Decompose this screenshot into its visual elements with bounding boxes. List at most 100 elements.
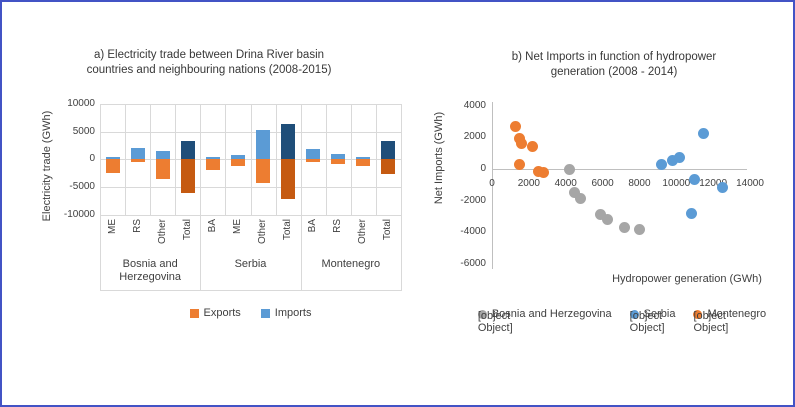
legend-item: Exports [189,307,241,319]
scatter-point [527,141,539,153]
legend-item: [object Object] Serbia [629,308,676,334]
legend-label: Bosnia and Herzegovina [491,308,612,320]
scatter-x-axis-title: Hydropower generation (GWh) [612,273,762,285]
legend-item: [object Object] Bosnia and Herzegovina [477,308,612,334]
bar-segment-exports [331,159,346,165]
legend-swatch-imports [260,308,270,318]
bar-category-label: Other [257,219,269,245]
legend-label: Imports [274,307,312,319]
legend-label: Montenegro [707,308,767,320]
scatter-point [619,221,631,233]
scatter-x-tick-label: 10000 [662,178,691,189]
scatter-y-tick-label: 0 [480,163,486,174]
bar-gridline [100,214,401,216]
scatter-chart: b) Net Imports in function of hydropower… [422,2,793,405]
bar-category-label: Total [181,219,193,241]
bar-category-label: RS [131,219,143,233]
bar-y-tick-label: -5000 [69,181,95,193]
legend-swatch: [object Object] [693,309,729,334]
bar-y-tick-label: -10000 [63,208,95,220]
bar-segment-exports [306,159,321,162]
scatter-x-tick-label: 2000 [517,178,540,189]
scatter-point [716,182,728,194]
bar-chart-title: a) Electricity trade between Drina River… [86,49,332,76]
legend-item: Imports [260,307,312,319]
bar-gridline [200,104,202,215]
bar-segment-exports [256,159,271,184]
scatter-x-tick-label: 12000 [699,178,728,189]
scatter-point [674,152,686,164]
group-separator [200,215,202,291]
bar-category-label: BA [307,219,319,233]
bar-category-label: ME [106,219,118,234]
bar-gridline [100,104,101,215]
bar-segment-exports [180,159,195,194]
bar-group-label: Serbia [234,258,267,270]
scatter-point [515,138,527,150]
scatter-point [601,214,613,226]
bar-legend: Exports Imports [100,307,401,319]
bar-segment-imports [306,148,321,160]
bar-gridline [250,104,252,215]
bar-segment-exports [230,159,245,167]
scatter-point [574,192,586,204]
bar-group-label: Montenegro [321,258,381,270]
scatter-y-tick-label: -2000 [460,194,486,206]
bar-gridline [300,104,302,215]
bar-segment-exports [155,159,170,180]
bar-segment-imports [356,157,371,160]
scatter-x-tick-label: 6000 [591,178,614,189]
bar-chart: a) Electricity trade between Drina River… [2,2,442,405]
scatter-y-tick-label: -4000 [460,226,486,238]
bar-gridline [325,104,327,215]
bar-segment-exports [281,159,296,200]
group-separator [100,215,101,291]
bar-y-tick-label: 5000 [72,125,95,137]
bar-segment-imports [155,150,170,160]
scatter-point [595,208,607,220]
scatter-chart-title: b) Net Imports in function of hydropower… [511,51,717,78]
bar-category-label: BA [206,219,218,233]
bar-segment-imports [381,141,396,160]
scatter-point [509,120,521,132]
scatter-point [633,223,645,235]
scatter-point [563,163,575,175]
scatter-point [514,158,526,170]
bar-segment-exports [381,159,396,174]
bar-segment-imports [230,155,245,160]
bar-gridline [225,104,227,215]
group-separator [300,215,302,291]
bar-segment-imports [130,148,145,160]
group-separator [401,215,402,291]
legend-label: Serbia [643,308,676,320]
bar-category-label: Total [382,219,394,241]
scatter-point [685,207,697,219]
scatter-y-tick-label: 2000 [463,131,486,143]
scatter-x-tick-label: 14000 [736,178,764,189]
bar-gridline [150,104,152,215]
bar-segment-imports [256,130,271,160]
scatter-x-tick-label: 0 [489,178,495,189]
bar-gridline [375,104,377,215]
bar-segment-exports [130,159,145,163]
bar-gridline [401,104,402,215]
bar-y-tick-label: 10000 [67,98,95,109]
scatter-y-tick-label: 4000 [463,99,486,111]
bar-gridline [275,104,277,215]
scatter-point [689,173,701,185]
axis-bottom-rule [100,290,401,291]
scatter-point [656,159,668,171]
bar-segment-exports [356,159,371,167]
scatter-x-tick-label: 8000 [628,178,651,189]
legend-label: Exports [203,307,241,319]
bar-category-label: ME [231,219,243,234]
scatter-x-tick-label: 4000 [554,178,577,189]
scatter-point [538,167,550,179]
bar-segment-imports [105,157,120,160]
scatter-legend: [object Object] Bosnia and Herzegovina [ob… [457,308,787,334]
bar-group-label: Bosnia and Herzegovina [119,258,182,283]
bar-segment-imports [281,124,296,160]
bar-segment-exports [105,159,120,174]
scatter-point [698,127,710,139]
